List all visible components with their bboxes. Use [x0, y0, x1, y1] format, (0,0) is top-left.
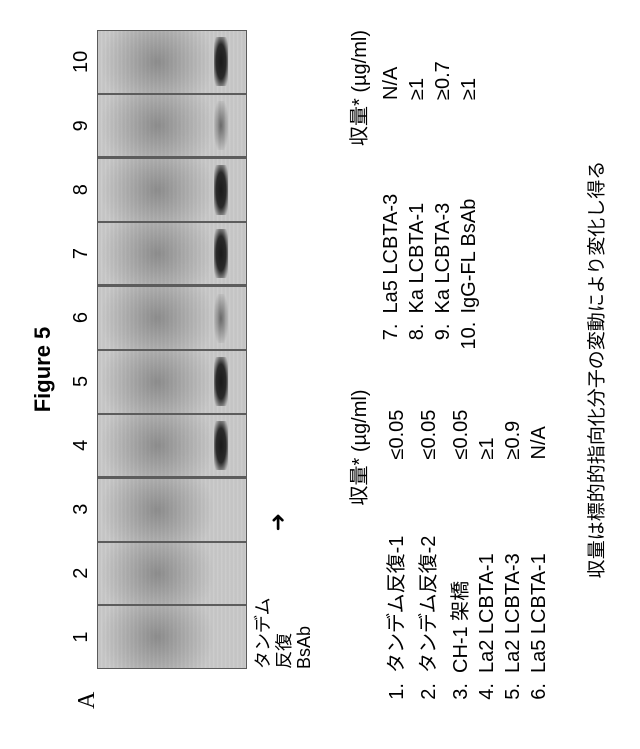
row-index: 3. [450, 683, 473, 709]
table-row: 4. La2 LCBTA-1 ≥1 [476, 390, 499, 710]
row-value: ≤0.05 [418, 390, 441, 460]
row-value: N/A [528, 390, 551, 460]
lane-number: 3 [70, 477, 93, 541]
gel-lane [98, 284, 246, 349]
panel-label: A [70, 683, 101, 709]
table-row: 2. タンデム反復-2 ≤0.05 [412, 390, 441, 710]
yield-table-left: 収量* (µg/ml) 1.タンデム反復-1≤0.052.タンデム反復-2≤0.… [343, 390, 554, 710]
row-index: 5. [502, 683, 525, 709]
row-index: 2. [418, 683, 441, 709]
gel-lane [98, 221, 246, 285]
row-name: CH-1 架橋 [444, 470, 473, 674]
gel-lane [98, 604, 246, 668]
lane-number: 4 [70, 413, 93, 477]
lane-number: 8 [70, 158, 93, 222]
table-row: 9. Ka LCBTA-3 ≥0.7 [432, 30, 455, 350]
row-name: Ka LCBTA-3 [432, 110, 455, 314]
lane-number: 2 [70, 541, 93, 605]
row-name: IgG-FL BsAb [458, 110, 481, 314]
arrow-icon: ➜ [265, 513, 291, 531]
row-name: La5 LCBTA-3 [380, 110, 403, 314]
gel-lane [98, 541, 246, 605]
row-index: 9. [432, 324, 455, 350]
gel-band [214, 37, 228, 86]
table-row: 3. CH-1 架橋 ≤0.05 [444, 390, 473, 710]
yield-tables: 収量* (µg/ml) 1.タンデム反復-1≤0.052.タンデム反復-2≤0.… [343, 30, 554, 709]
row-index: 4. [476, 683, 499, 709]
gel-band [214, 165, 228, 214]
table-row: 5. La2 LCBTA-3 ≥0.9 [502, 390, 525, 710]
row-name: Ka LCBTA-1 [406, 110, 429, 314]
table-row: 10. IgG-FL BsAb ≥1 [458, 30, 481, 350]
lane-numbers: 12345678910 [70, 30, 93, 669]
yield-header-left: 収量* (µg/ml) [343, 390, 372, 506]
gel-lane [98, 93, 246, 157]
row-name: La5 LCBTA-1 [528, 470, 551, 674]
gel-lane [98, 413, 246, 477]
row-value: ≤0.05 [386, 390, 409, 460]
yield-header-right: 収量* (µg/ml) [343, 30, 372, 146]
lane-number: 5 [70, 349, 93, 413]
row-name: タンデム反復-2 [412, 470, 441, 674]
table-row: 7. La5 LCBTA-3 N/A [380, 30, 403, 350]
row-value: ≥0.9 [502, 390, 525, 460]
row-index: 1. [386, 683, 409, 709]
row-index: 6. [528, 683, 551, 709]
gel-band [214, 421, 228, 470]
gel-band [214, 294, 228, 343]
row-index: 7. [380, 324, 403, 350]
arrow-label: タンデム 反復 BsAb [253, 597, 315, 669]
row-name: La2 LCBTA-1 [476, 470, 499, 674]
row-value: ≤0.05 [450, 390, 473, 460]
row-value: ≥0.7 [432, 30, 455, 100]
row-name: La2 LCBTA-3 [502, 470, 525, 674]
gel-lane [98, 349, 246, 413]
gel-lane [98, 31, 246, 93]
lane-number: 7 [70, 222, 93, 286]
yield-table-right: 収量* (µg/ml) 7. La5 LCBTA-3 N/A 8. Ka LCBTA-1… [343, 30, 554, 350]
footnote: 収量は標的的指向化分子の変動により変化し得る [582, 30, 609, 709]
row-name: タンデム反復-1 [380, 470, 409, 674]
panel-a: A 12345678910 タンデム 反復 BsAb ➜ [70, 30, 315, 709]
gel-lane [98, 156, 246, 221]
row-value: ≥1 [476, 390, 499, 460]
gel-band [214, 229, 228, 278]
lane-number: 1 [70, 605, 93, 669]
row-value: N/A [380, 30, 403, 100]
figure-title: Figure 5 [30, 30, 56, 709]
gel-band [214, 101, 228, 150]
lane-number: 6 [70, 286, 93, 350]
table-row: 6. La5 LCBTA-1 N/A [528, 390, 551, 710]
lane-number: 9 [70, 94, 93, 158]
row-index: 8. [406, 324, 429, 350]
table-row: 1. タンデム反復-1 ≤0.05 [380, 390, 409, 710]
table-row: 8. Ka LCBTA-1 ≥1 [406, 30, 429, 350]
gel-band [214, 357, 228, 406]
row-value: ≥1 [458, 30, 481, 100]
gel-lane [98, 476, 246, 541]
lane-number: 10 [70, 30, 93, 94]
gel-image [97, 30, 247, 669]
row-value: ≥1 [406, 30, 429, 100]
row-index: 10. [458, 324, 481, 350]
